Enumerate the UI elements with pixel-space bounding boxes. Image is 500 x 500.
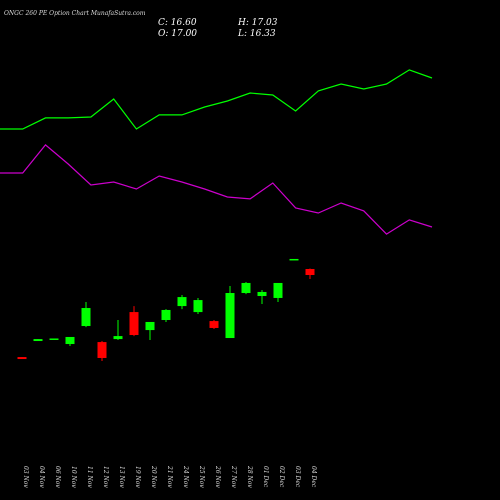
x-tick-label: 21 Nov: [166, 465, 173, 488]
x-tick-label: 03 Nov: [22, 466, 29, 488]
x-tick-label: 02 Dec: [278, 466, 285, 488]
candle-body: [97, 342, 107, 358]
candle-body: [17, 357, 27, 360]
candle-body: [241, 282, 251, 294]
candle-body: [33, 339, 43, 342]
x-tick-label: 04 Nov: [38, 466, 45, 488]
candle-body: [305, 269, 315, 276]
x-tick-label: 20 Nov: [150, 465, 157, 488]
candle-body: [177, 297, 187, 307]
x-tick-label: 11 Nov: [86, 466, 93, 488]
chart-title: ONGC 260 PE Option Chart MunafaSutra.com: [4, 10, 146, 17]
x-tick-label: 12 Nov: [102, 466, 109, 488]
info-high: H: 17.03: [237, 18, 278, 28]
x-tick-label: 26 Nov: [214, 465, 221, 488]
candle-body: [65, 336, 75, 345]
x-tick-label: 04 Dec: [310, 466, 317, 488]
info-close: C: 16.60: [158, 18, 197, 28]
x-tick-label: 24 Nov: [182, 465, 189, 488]
candle-body: [225, 293, 235, 339]
x-tick-label: 19 Nov: [134, 466, 141, 488]
info-low: L: 16.33: [237, 29, 276, 39]
x-tick-label: 10 Nov: [70, 466, 77, 488]
candle-body: [81, 308, 91, 327]
x-tick-label: 27 Nov: [230, 465, 237, 488]
candle-body: [129, 312, 139, 336]
candle-body: [289, 258, 299, 261]
candle-body: [193, 300, 203, 313]
candle-body: [113, 336, 123, 340]
x-tick-label: 01 Dec: [262, 466, 269, 488]
x-tick-label: 25 Nov: [198, 465, 205, 488]
x-tick-label: 06 Nov: [54, 466, 61, 488]
candle-body: [49, 338, 59, 340]
candle-body: [145, 321, 155, 331]
candle-body: [257, 291, 267, 297]
indicator-line: [0, 69, 433, 130]
indicator-line: [0, 144, 433, 235]
x-tick-label: 03 Dec: [294, 466, 301, 488]
candle-body: [273, 282, 283, 298]
candle-body: [161, 309, 171, 321]
info-open: O: 17.00: [158, 29, 197, 39]
x-tick-label: 13 Nov: [118, 466, 125, 488]
x-tick-label: 28 Nov: [246, 465, 253, 488]
candle-body: [209, 321, 219, 328]
